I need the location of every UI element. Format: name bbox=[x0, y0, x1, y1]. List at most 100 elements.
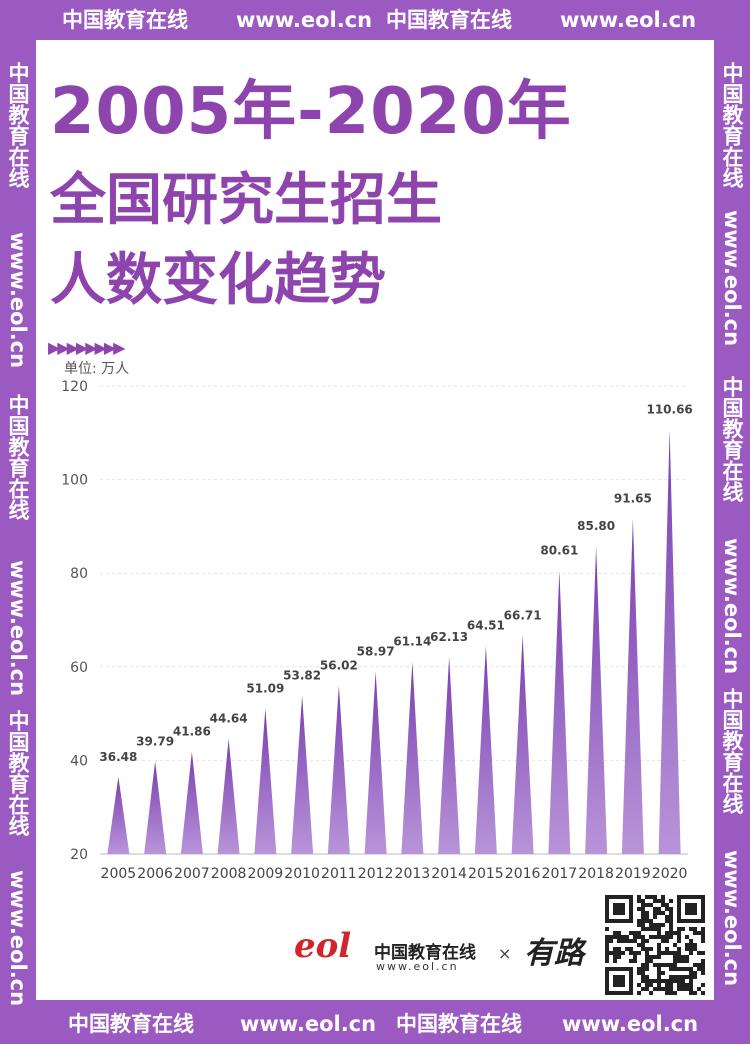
qr-module bbox=[701, 983, 705, 987]
qr-module bbox=[661, 895, 665, 899]
y-tick-label: 80 bbox=[70, 566, 88, 582]
qr-module bbox=[661, 971, 665, 975]
qr-module bbox=[689, 927, 693, 931]
qr-module bbox=[661, 899, 665, 903]
qr-module bbox=[617, 935, 621, 939]
qr-module bbox=[673, 975, 677, 979]
qr-module bbox=[669, 963, 673, 967]
qr-module bbox=[657, 951, 661, 955]
bar-2018 bbox=[585, 546, 608, 854]
qr-module bbox=[665, 907, 669, 911]
qr-module bbox=[693, 975, 697, 979]
qr-module bbox=[701, 991, 705, 995]
qr-module bbox=[641, 975, 645, 979]
content-panel: 2005年-2020年 全国研究生招生 人数变化趋势 ▶▶▶▶▶▶▶▶ 单位: … bbox=[36, 40, 714, 1000]
watermark-cn: 中国教育在线 bbox=[62, 8, 188, 32]
watermark-url: www.eol.cn bbox=[6, 870, 30, 1007]
arrow-decoration: ▶▶▶▶▶▶▶▶ bbox=[48, 338, 125, 357]
qr-module bbox=[669, 935, 673, 939]
qr-module bbox=[665, 951, 669, 955]
watermark-cn: 中国教育在线 bbox=[720, 688, 744, 814]
qr-module bbox=[669, 983, 673, 987]
qr-module bbox=[645, 919, 649, 923]
qr-module bbox=[649, 895, 653, 899]
qr-module bbox=[673, 963, 677, 967]
qr-module bbox=[665, 991, 669, 995]
qr-module bbox=[609, 951, 613, 955]
data-label-2010: 53.82 bbox=[283, 669, 321, 683]
watermark-cn: 中国教育在线 bbox=[68, 1012, 194, 1036]
qr-module bbox=[645, 959, 649, 963]
data-label-2009: 51.09 bbox=[246, 681, 284, 695]
x-tick-label-2008: 2008 bbox=[211, 866, 247, 882]
qr-module bbox=[653, 963, 657, 967]
qr-module bbox=[701, 967, 705, 971]
qr-module bbox=[693, 991, 697, 995]
qr-module bbox=[677, 967, 681, 971]
qr-module bbox=[681, 959, 685, 963]
qr-module bbox=[617, 939, 621, 943]
qr-module bbox=[633, 939, 637, 943]
data-label-2020: 110.66 bbox=[646, 403, 692, 417]
x-tick-label-2016: 2016 bbox=[505, 866, 541, 882]
qr-module bbox=[641, 939, 645, 943]
qr-module bbox=[665, 947, 669, 951]
qr-module bbox=[657, 943, 661, 947]
qr-module bbox=[681, 979, 685, 983]
title-line-1: 2005年-2020年 bbox=[50, 75, 572, 149]
qr-module bbox=[641, 943, 645, 947]
qr-module bbox=[677, 979, 681, 983]
qr-module bbox=[621, 939, 625, 943]
x-tick-label-2006: 2006 bbox=[137, 866, 173, 882]
qr-module bbox=[677, 947, 681, 951]
qr-module bbox=[657, 975, 661, 979]
qr-module bbox=[673, 959, 677, 963]
qr-module bbox=[641, 927, 645, 931]
qr-module bbox=[665, 939, 669, 943]
y-tick-label: 40 bbox=[70, 753, 88, 769]
qr-module bbox=[657, 907, 661, 911]
qr-module bbox=[673, 967, 677, 971]
qr-module bbox=[685, 983, 689, 987]
watermark-url: www.eol.cn bbox=[240, 1012, 377, 1036]
x-tick-label-2013: 2013 bbox=[395, 866, 431, 882]
watermark-band-left: 中国教育在线 www.eol.cn 中国教育在线 www.eol.cn 中国教育… bbox=[0, 40, 36, 1007]
qr-module bbox=[605, 939, 609, 943]
qr-module bbox=[645, 975, 649, 979]
qr-module bbox=[669, 899, 673, 903]
y-tick-label: 60 bbox=[70, 660, 88, 676]
qr-module bbox=[645, 987, 649, 991]
qr-module bbox=[653, 987, 657, 991]
qr-module bbox=[661, 923, 665, 927]
qr-module bbox=[609, 939, 613, 943]
qr-module bbox=[649, 927, 653, 931]
bar-2015 bbox=[474, 645, 497, 854]
qr-module bbox=[653, 915, 657, 919]
qr-module bbox=[701, 927, 705, 931]
qr-module bbox=[641, 911, 645, 915]
watermark-cn: 中国教育在线 bbox=[6, 394, 30, 520]
watermark-url: www.eol.cn bbox=[6, 232, 30, 369]
qr-module bbox=[637, 967, 641, 971]
watermark-url: www.eol.cn bbox=[6, 560, 30, 697]
qr-module bbox=[621, 935, 625, 939]
qr-module bbox=[637, 923, 641, 927]
qr-code[interactable] bbox=[602, 892, 708, 998]
qr-module bbox=[661, 963, 665, 967]
qr-module bbox=[645, 951, 649, 955]
qr-module bbox=[685, 959, 689, 963]
qr-module bbox=[641, 915, 645, 919]
bar-2014 bbox=[438, 656, 461, 854]
qr-module bbox=[645, 927, 649, 931]
qr-module bbox=[645, 903, 649, 907]
bar-2020 bbox=[658, 429, 681, 854]
x-tick-label-2014: 2014 bbox=[431, 866, 467, 882]
x-tick-label-2018: 2018 bbox=[578, 866, 614, 882]
qr-module bbox=[689, 987, 693, 991]
x-tick-label-2005: 2005 bbox=[101, 866, 137, 882]
qr-module bbox=[645, 979, 649, 983]
qr-module bbox=[685, 935, 689, 939]
qr-module bbox=[653, 923, 657, 927]
qr-module bbox=[637, 991, 641, 995]
data-label-2007: 41.86 bbox=[173, 725, 211, 739]
